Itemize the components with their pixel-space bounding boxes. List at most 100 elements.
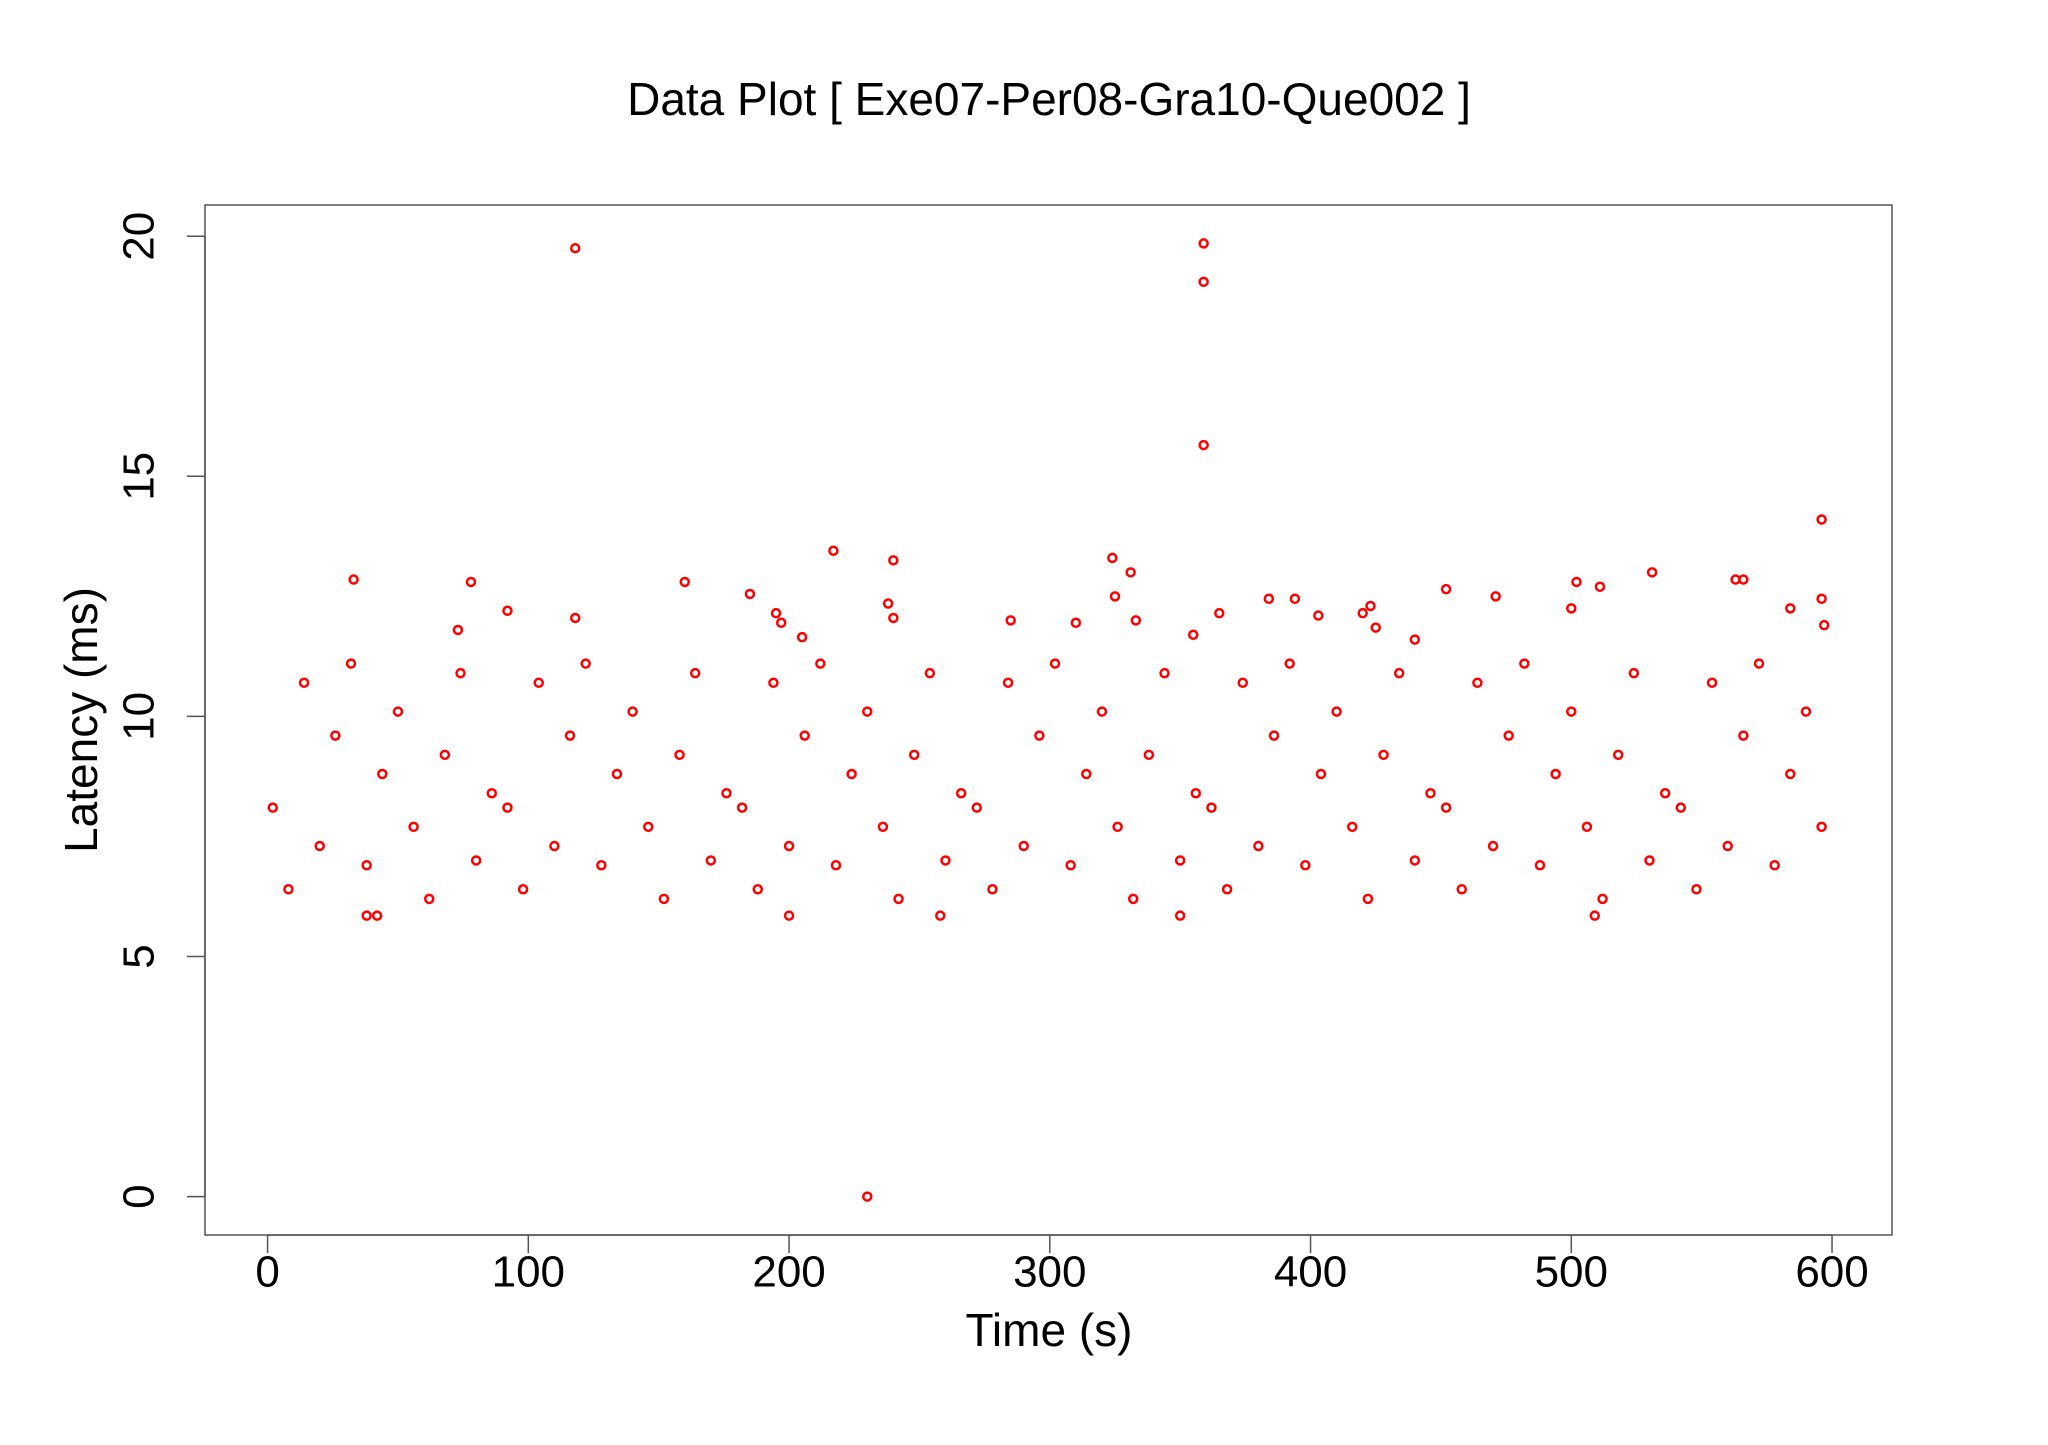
point	[1409, 855, 1421, 866]
point	[1130, 615, 1142, 626]
point	[1107, 552, 1118, 564]
point	[783, 840, 795, 852]
point	[1456, 884, 1468, 895]
point	[1738, 574, 1749, 585]
point	[348, 574, 359, 585]
point	[345, 658, 357, 669]
point	[783, 910, 795, 921]
point	[1174, 855, 1186, 866]
point	[1125, 567, 1136, 578]
point	[392, 706, 404, 717]
point	[1534, 860, 1546, 871]
point	[908, 749, 920, 761]
point	[314, 840, 325, 852]
point	[1769, 860, 1780, 871]
point	[1487, 840, 1499, 852]
point	[888, 612, 899, 624]
point	[298, 677, 310, 689]
point	[1347, 821, 1358, 833]
point	[893, 893, 904, 905]
point	[1581, 821, 1593, 833]
point	[1816, 514, 1827, 525]
point	[452, 624, 464, 636]
x-tick-label: 400	[1274, 1248, 1347, 1297]
point	[1190, 787, 1202, 799]
point	[1002, 677, 1014, 689]
point	[486, 787, 498, 799]
point	[283, 884, 294, 895]
point	[1644, 855, 1655, 866]
point	[862, 706, 873, 717]
chart-title: Data Plot [ Exe07-Per08-Gra10-Que002 ]	[627, 73, 1471, 125]
point	[1589, 910, 1601, 921]
point	[796, 631, 808, 643]
point	[455, 667, 466, 679]
point	[1646, 567, 1658, 578]
point	[987, 884, 998, 895]
point	[1159, 667, 1170, 679]
point	[971, 802, 983, 813]
point	[1198, 276, 1209, 288]
point	[1362, 893, 1374, 905]
point	[1440, 583, 1452, 595]
point	[1289, 593, 1301, 605]
point	[1005, 615, 1016, 626]
point	[768, 677, 779, 689]
point	[1785, 603, 1796, 614]
point	[1816, 821, 1827, 833]
point	[377, 768, 388, 780]
point	[502, 605, 513, 617]
point	[1409, 634, 1421, 645]
point	[1472, 677, 1483, 689]
point	[846, 768, 857, 780]
point	[1284, 658, 1295, 669]
point	[721, 787, 732, 799]
point	[1628, 667, 1640, 679]
point	[267, 802, 279, 813]
point	[877, 821, 889, 833]
point	[1365, 600, 1376, 612]
point	[1519, 658, 1530, 669]
point	[423, 893, 435, 905]
point	[862, 1191, 873, 1202]
point	[1198, 439, 1209, 451]
x-tick-label: 600	[1795, 1248, 1868, 1297]
point	[689, 667, 701, 679]
point	[705, 855, 717, 866]
point	[1237, 677, 1249, 689]
point	[1753, 658, 1765, 669]
point	[830, 860, 842, 871]
point	[1187, 629, 1199, 641]
point	[1221, 884, 1233, 895]
point	[935, 910, 946, 921]
point	[408, 821, 419, 833]
point	[1143, 749, 1155, 761]
point	[955, 787, 967, 799]
x-tick-label: 0	[255, 1248, 279, 1297]
point	[570, 612, 581, 624]
point	[1550, 768, 1561, 780]
point	[627, 706, 638, 717]
point	[470, 855, 482, 866]
y-axis-label: Latency (ms)	[55, 587, 107, 853]
point	[1818, 619, 1830, 631]
point	[371, 910, 383, 921]
point	[1112, 821, 1123, 833]
y-tick-label: 15	[115, 452, 164, 501]
point	[1081, 768, 1092, 780]
point	[611, 768, 623, 780]
point	[1065, 860, 1076, 871]
point	[752, 884, 764, 895]
point	[1722, 840, 1733, 852]
point	[361, 910, 372, 921]
point	[533, 677, 544, 689]
point	[1214, 607, 1225, 619]
point	[1018, 840, 1029, 852]
plot-frame	[204, 204, 1893, 1236]
point	[1109, 591, 1121, 602]
point	[775, 617, 787, 629]
point	[1300, 860, 1311, 871]
point	[1490, 591, 1501, 602]
point	[549, 840, 560, 852]
